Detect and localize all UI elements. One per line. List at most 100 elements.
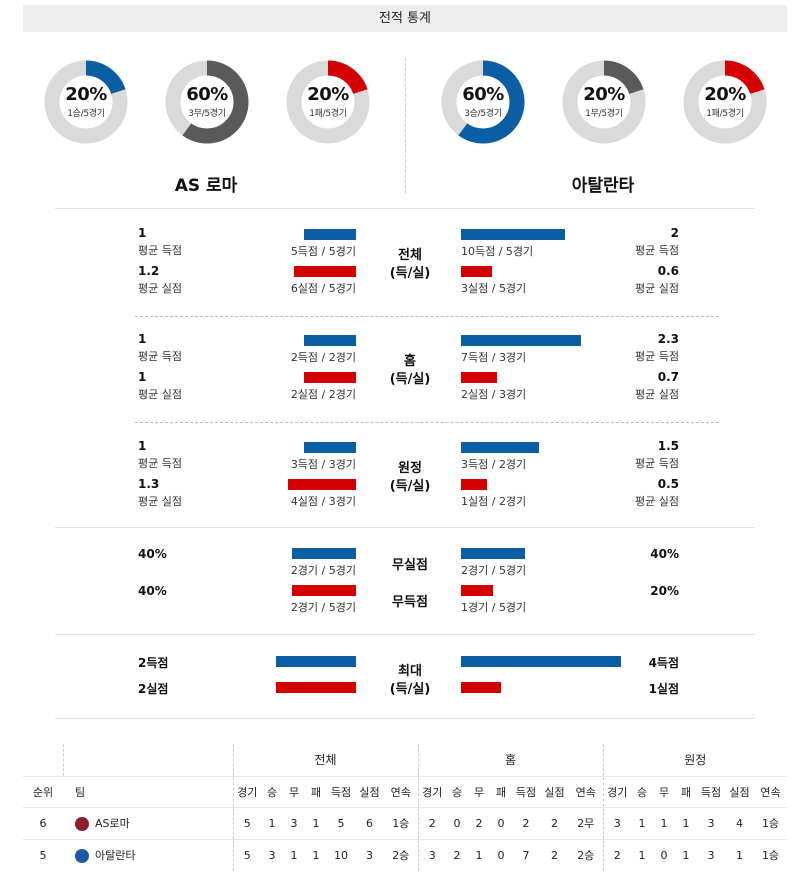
home-conceded-text: 2실점 / 2경기 — [290, 388, 356, 401]
donut-ring — [165, 60, 249, 144]
home-scored-bar — [304, 229, 356, 240]
home-avg-conceded: 1.3 — [138, 477, 160, 491]
home-stat-cell: 1 — [468, 838, 490, 871]
col-home-1: 승 — [446, 775, 468, 807]
total-stat-cell: 5 — [232, 838, 261, 871]
total-stat-cell: 2승 — [384, 838, 418, 871]
away-stat-cell: 3 — [602, 806, 631, 839]
away-max-conceded: 1실점 — [648, 682, 679, 696]
away-stat-cell: 3 — [697, 806, 725, 839]
home-max-conceded: 2실점 — [138, 682, 169, 696]
home-scored-bar — [304, 335, 356, 346]
home-clean-bar — [292, 548, 356, 559]
donut-percent: 20% — [704, 84, 746, 105]
total-stat-cell: 1승 — [384, 806, 418, 839]
donut-percent: 60% — [186, 84, 228, 105]
away-max-scored-bar — [461, 656, 621, 667]
team-cell[interactable]: 아탈란타 — [63, 838, 233, 871]
team-cell[interactable]: AS로마 — [63, 806, 233, 839]
away-max-scored: 4득점 — [648, 656, 679, 670]
donut-subtext: 1무/5경기 — [585, 109, 623, 119]
clean-sheet-title: 무실점 — [392, 558, 428, 573]
away-avg-conceded: 0.6 — [657, 264, 679, 278]
away-stat-cell: 1 — [653, 806, 675, 839]
home-avg-scored-label: 평균 득점 — [138, 244, 182, 257]
home-draw-donut: 60% 3무/5경기 — [165, 60, 249, 144]
group-total: 전체 — [232, 744, 418, 776]
home-avg-conceded-label: 평균 실점 — [138, 388, 182, 401]
col-away-3: 패 — [675, 775, 697, 807]
donut-subtext: 1승/5경기 — [67, 109, 105, 119]
col-total-1: 승 — [261, 775, 283, 807]
total-stat-cell: 1 — [261, 806, 283, 839]
col-home-3: 패 — [490, 775, 512, 807]
home-team-name: AS 로마 — [174, 176, 238, 196]
away-conceded-bar — [461, 372, 498, 383]
col-total-5: 실점 — [355, 775, 384, 807]
max-subtitle: (득/실) — [389, 682, 431, 697]
donut-ring — [286, 60, 370, 144]
col-total-2: 무 — [283, 775, 305, 807]
col-home-4: 득점 — [512, 775, 540, 807]
away-avg-conceded-label: 평균 실점 — [635, 495, 679, 508]
total-stat-cell: 3 — [355, 838, 384, 871]
col-home-6: 연속 — [569, 775, 603, 807]
donut-subtext: 1패/5경기 — [309, 109, 347, 119]
away-loss-donut: 20% 1패/5경기 — [683, 60, 767, 144]
away-conceded-bar — [461, 266, 493, 277]
away-avg-conceded: 0.7 — [657, 370, 679, 384]
divider — [55, 634, 755, 635]
col-rank: 순위 — [23, 775, 63, 807]
col-total-0: 경기 — [232, 775, 261, 807]
donut-ring — [441, 60, 525, 144]
donut-percent: 20% — [65, 84, 107, 105]
home-max-scored: 2득점 — [138, 656, 169, 670]
section-title: 원정 — [398, 461, 422, 476]
col-away-4: 득점 — [697, 775, 725, 807]
away-stat-cell: 1 — [725, 838, 754, 871]
away-stat-cell: 1 — [631, 838, 653, 871]
away-avg-scored: 2 — [670, 226, 679, 240]
away-clean-val: 40% — [650, 547, 679, 561]
home-max-conceded-bar — [276, 682, 356, 693]
total-stat-cell: 10 — [327, 838, 355, 871]
divider — [55, 718, 755, 719]
donut-subtext: 3승/5경기 — [464, 109, 502, 119]
home-conceded-bar — [304, 372, 356, 383]
donut-ring — [44, 60, 128, 144]
team-logo-icon — [75, 817, 89, 831]
group-home: 홈 — [417, 744, 603, 776]
home-stat-cell: 2 — [446, 838, 468, 871]
group-away: 원정 — [602, 744, 787, 776]
home-avg-scored-label: 평균 득점 — [138, 457, 182, 470]
away-avg-conceded-label: 평균 실점 — [635, 282, 679, 295]
home-conceded-text: 6실점 / 5경기 — [290, 282, 356, 295]
donut-ring — [562, 60, 646, 144]
team-logo-icon — [75, 849, 89, 864]
away-stat-cell: 1 — [675, 838, 697, 871]
home-stat-cell: 7 — [512, 838, 540, 871]
away-scored-bar — [461, 442, 539, 453]
col-team: 팀 — [63, 775, 233, 807]
stats-header: 전적 통계 — [23, 5, 787, 32]
away-conceded-text: 1실점 / 2경기 — [461, 495, 527, 508]
away-scored-text: 7득점 / 3경기 — [461, 351, 527, 364]
home-stat-cell: 0 — [446, 806, 468, 839]
divider — [55, 208, 755, 209]
section-subtitle: (득/실) — [389, 372, 431, 387]
col-total-4: 득점 — [327, 775, 355, 807]
section-title: 전체 — [398, 248, 422, 263]
away-avg-conceded-label: 평균 실점 — [635, 388, 679, 401]
col-away-2: 무 — [653, 775, 675, 807]
col-home-0: 경기 — [417, 775, 446, 807]
home-scored-text: 5득점 / 5경기 — [290, 245, 356, 258]
donut-subtext: 3무/5경기 — [188, 109, 226, 119]
donut-percent: 20% — [583, 84, 625, 105]
table-row: 5 아탈란타 5 3 1 1 10 3 2승 3 2 1 0 7 2 2승 2 1 0 1 3 1 1승 — [23, 838, 787, 871]
away-scored-text: 10득점 / 5경기 — [461, 245, 534, 258]
home-avg-scored: 1 — [138, 439, 147, 453]
total-stat-cell: 3 — [261, 838, 283, 871]
home-stat-cell: 2승 — [569, 838, 603, 871]
no-score-title: 무득점 — [392, 595, 428, 610]
total-stat-cell: 5 — [232, 806, 261, 839]
